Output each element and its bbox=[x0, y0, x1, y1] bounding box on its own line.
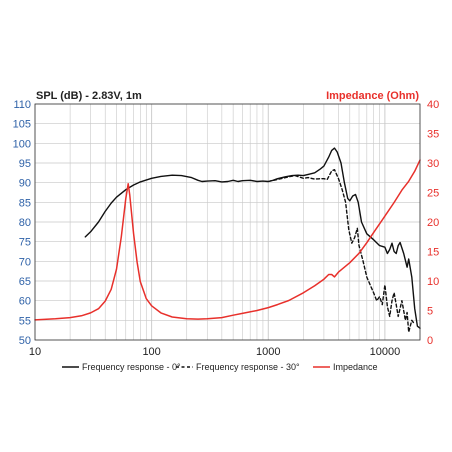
impedance-curve bbox=[34, 159, 421, 321]
right-tick-label: 20 bbox=[427, 217, 439, 229]
left-tick-label: 50 bbox=[19, 335, 31, 347]
x-tick-label: 10000 bbox=[370, 346, 401, 358]
left-axis-ticks: 110 105 100 95 90 85 80 75 70 65 60 55 50 bbox=[13, 99, 31, 347]
legend-label: Frequency response - 0° bbox=[82, 362, 181, 372]
right-tick-label: 15 bbox=[427, 247, 439, 259]
right-tick-label: 25 bbox=[427, 188, 439, 200]
left-tick-label: 75 bbox=[19, 237, 31, 249]
left-tick-label: 65 bbox=[19, 276, 31, 288]
left-tick-label: 100 bbox=[13, 138, 31, 150]
left-tick-label: 60 bbox=[19, 296, 31, 308]
right-tick-label: 5 bbox=[427, 306, 433, 318]
legend-label: Frequency response - 30° bbox=[196, 362, 300, 372]
right-axis-title: Impedance (Ohm) bbox=[326, 90, 419, 102]
legend: Frequency response - 0° Frequency respons… bbox=[62, 362, 378, 372]
spl-30deg-curve bbox=[267, 169, 416, 333]
legend-label: Impedance bbox=[333, 362, 378, 372]
plot-frame bbox=[34, 103, 421, 341]
spl-0deg-curve bbox=[84, 147, 421, 329]
right-tick-label: 40 bbox=[427, 99, 439, 111]
x-tick-label: 1000 bbox=[256, 346, 280, 358]
right-tick-label: 35 bbox=[427, 129, 439, 141]
left-tick-label: 90 bbox=[19, 178, 31, 190]
x-tick-label: 10 bbox=[29, 346, 41, 358]
right-tick-label: 30 bbox=[427, 158, 439, 170]
x-axis-ticks: 10 100 1000 10000 bbox=[29, 346, 400, 358]
left-tick-label: 85 bbox=[19, 197, 31, 209]
left-tick-label: 80 bbox=[19, 217, 31, 229]
left-tick-label: 110 bbox=[13, 99, 31, 111]
x-tick-label: 100 bbox=[142, 346, 160, 358]
right-tick-label: 0 bbox=[427, 335, 433, 347]
left-tick-label: 95 bbox=[19, 158, 31, 170]
left-tick-label: 70 bbox=[19, 256, 31, 268]
right-tick-label: 10 bbox=[427, 276, 439, 288]
left-axis-title: SPL (dB) - 2.83V, 1m bbox=[36, 90, 142, 102]
left-tick-label: 105 bbox=[13, 119, 31, 131]
left-tick-label: 55 bbox=[19, 315, 31, 327]
right-axis-ticks: 40 35 30 25 20 15 10 5 0 bbox=[427, 99, 439, 347]
curves bbox=[34, 147, 421, 333]
